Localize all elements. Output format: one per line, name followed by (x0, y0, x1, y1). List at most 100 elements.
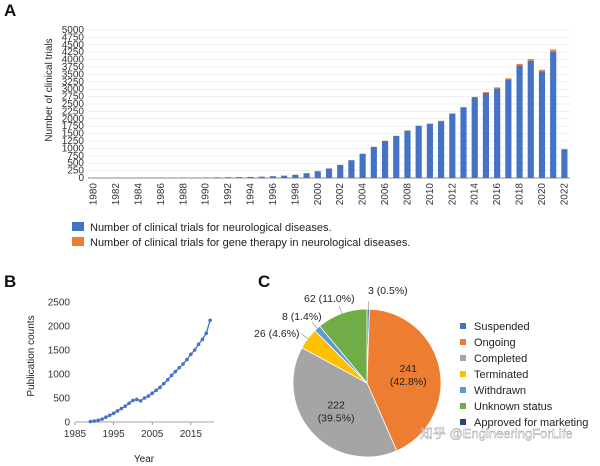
chart-b-point (158, 385, 162, 390)
chart-a-xtick: 2020 (537, 183, 548, 206)
chart-a-xtick: 2014 (470, 183, 481, 206)
chart-a-legend: Number of clinical trials for neurologic… (72, 222, 410, 249)
chart-a-ytick: 4250 (62, 47, 85, 58)
pie-leader-line (311, 322, 318, 329)
chart-a-ytick: 3750 (62, 62, 85, 73)
chart-b-ytick: 500 (53, 394, 70, 405)
bar-neuro-2003 (348, 160, 355, 178)
pie-leader-line (338, 305, 343, 314)
legend-entry-neuro: Number of clinical trials for neurologic… (90, 222, 332, 234)
bar-neuro-2013 (460, 107, 467, 178)
chart-a-xtick: 1984 (133, 183, 144, 206)
chart-b-point (123, 404, 127, 408)
legend-swatch-ongoing (460, 339, 466, 345)
chart-a-ytick: 3000 (62, 84, 85, 95)
pie-label-completed-pct: (39.5%) (318, 412, 355, 424)
chart-a-ylabel: Number of clinical trials (44, 38, 55, 141)
panel-label-c: C (258, 272, 270, 291)
chart-b-xtick: 1995 (102, 429, 125, 440)
chart-b-point (134, 397, 139, 402)
bar-gene-2021 (550, 49, 557, 52)
chart-a-xtick: 2002 (335, 183, 346, 206)
bar-neuro-2016 (494, 88, 501, 178)
chart-b-point (107, 413, 112, 418)
legend-entry-withdrawn: Withdrawn (474, 385, 526, 397)
bar-neuro-2009 (415, 125, 422, 178)
watermark-text: 知乎 @EngineeringForLife (420, 426, 573, 441)
chart-b-point (119, 406, 124, 411)
chart-b-point (142, 396, 147, 400)
bar-neuro-2021 (550, 51, 557, 178)
chart-a-xtick: 1988 (178, 183, 189, 206)
chart-b-point (196, 342, 201, 347)
chart-a-xtick: 2004 (358, 183, 369, 206)
chart-a-ytick: 2250 (62, 106, 85, 117)
bar-neuro-2011 (438, 121, 445, 178)
legend-swatch-gene (72, 237, 84, 246)
chart-a-ytick: 5000 (62, 25, 85, 36)
pie-label-completed-count: 222 (327, 399, 345, 411)
chart-a-ytick: 2750 (62, 92, 85, 103)
chart-a-xtick: 2010 (425, 183, 436, 206)
bar-gene-2020 (538, 69, 546, 72)
chart-a-xtick: 1982 (111, 183, 122, 206)
chart-b-point (169, 373, 174, 378)
chart-b-point (204, 331, 209, 336)
chart-b-point (150, 391, 155, 396)
chart-a-xtick: 1980 (89, 183, 100, 206)
chart-b-xtick: 2015 (180, 429, 203, 440)
chart-a-xtick: 2018 (515, 183, 526, 206)
chart-a-ytick: 3500 (62, 69, 85, 80)
chart-a-ytick: 1500 (62, 129, 85, 140)
pie-slice-ongoing (366, 308, 442, 452)
bar-gene-2015 (482, 92, 490, 93)
legend-swatch-unknown-status (460, 403, 466, 409)
chart-a-xtick: 1994 (246, 183, 257, 206)
bar-neuro-2022 (561, 149, 568, 178)
chart-b-point (88, 419, 93, 424)
pie-label-withdrawn: 8 (1.4%) (282, 311, 322, 323)
bar-gene-2014 (471, 96, 478, 98)
legend-entry-suspended: Suspended (474, 321, 530, 333)
chart-b-point (189, 352, 193, 357)
bar-neuro-1998 (292, 174, 299, 178)
chart-b-point (96, 418, 100, 423)
legend-entry-approved-for-marketing: Approved for marketing (474, 417, 588, 429)
chart-a-xtick: 2000 (313, 183, 324, 206)
chart-a-ytick: 1000 (62, 143, 85, 154)
pie-label-ongoing-pct: (42.8%) (390, 376, 427, 388)
chart-a-ytick: 750 (67, 151, 84, 162)
chart-b-xlabel: Year (134, 454, 155, 465)
chart-b-point (146, 394, 151, 398)
pie-slice-unknown-status (319, 308, 368, 385)
bar-neuro-2007 (393, 135, 400, 178)
chart-a: Number of clinical trials 02505007501000… (44, 25, 570, 249)
legend-swatch-suspended (460, 323, 466, 329)
chart-a-xtick: 1996 (268, 183, 279, 206)
chart-a-xtick: 2016 (492, 183, 503, 206)
chart-b-point (100, 417, 104, 421)
bar-neuro-1994 (247, 176, 254, 178)
chart-b-ytick: 1500 (48, 346, 71, 357)
chart-b-point (208, 318, 212, 323)
bar-neuro-1995 (258, 176, 265, 178)
chart-a-ytick: 500 (67, 158, 84, 169)
bar-neuro-2012 (449, 113, 456, 178)
bar-neuro-1992 (225, 177, 232, 178)
bar-neuro-2000 (314, 171, 321, 178)
chart-b-point (192, 348, 197, 352)
chart-a-xtick: 2012 (447, 183, 458, 206)
chart-a-ytick: 250 (67, 166, 84, 177)
bar-neuro-2017 (505, 79, 512, 178)
chart-a-xtick: 2008 (402, 183, 413, 206)
chart-a-ytick: 4500 (62, 40, 85, 51)
pie-label-ongoing-count: 241 (399, 363, 417, 375)
chart-a-ytick: 1750 (62, 121, 85, 132)
chart-a-ytick: 4750 (62, 32, 85, 43)
bar-neuro-1990 (202, 177, 209, 178)
pie-slice-completed (292, 347, 398, 458)
bar-gene-2016 (494, 87, 501, 89)
bar-neuro-2006 (381, 141, 389, 178)
chart-b-point (131, 398, 135, 403)
legend-swatch-neuro (72, 222, 84, 231)
